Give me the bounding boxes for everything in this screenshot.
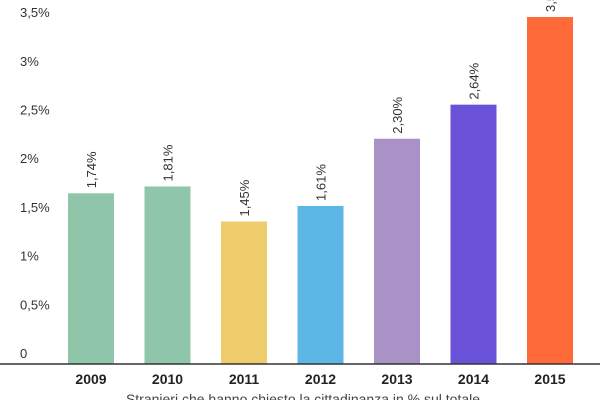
data-label-2015: 3,55% — [543, 0, 558, 12]
x-tick-label-2010: 2010 — [152, 371, 183, 387]
y-tick-label: 3,5% — [20, 5, 50, 20]
y-tick-label: 1,5% — [20, 200, 50, 215]
x-tick-label-2013: 2013 — [381, 371, 412, 387]
data-label-2013: 2,30% — [390, 96, 405, 133]
x-tick-label-2015: 2015 — [534, 371, 565, 387]
x-tick-label-2009: 2009 — [75, 371, 106, 387]
y-axis-ticks: 0 0,5% 1% 1,5% 2% 2,5% 3% 3,5% — [20, 5, 50, 361]
x-axis-ticks: 2009 2010 2011 2012 2013 2014 2015 — [75, 371, 565, 387]
data-label-2012: 1,61% — [314, 164, 329, 201]
data-label-2010: 1,81% — [161, 144, 176, 181]
y-tick-label: 0 — [20, 346, 27, 361]
bar-2014 — [450, 104, 497, 364]
y-tick-label: 3% — [20, 54, 39, 69]
y-tick-label: 0,5% — [20, 297, 50, 312]
x-tick-label-2012: 2012 — [305, 371, 336, 387]
bar-2009 — [68, 193, 114, 364]
y-tick-label: 1% — [20, 249, 39, 264]
y-tick-label: 2% — [20, 151, 39, 166]
data-labels-group: 1,74% 1,81% 1,45% 1,61% 2,30% 2,64% 3,55% — [84, 0, 558, 217]
bar-2010 — [144, 186, 191, 364]
data-label-2014: 2,64% — [467, 62, 482, 99]
bar-2012 — [297, 205, 344, 364]
bar-2015 — [527, 16, 573, 364]
x-tick-label-2011: 2011 — [229, 371, 260, 387]
x-tick-label-2014: 2014 — [458, 371, 489, 387]
bar-2013 — [374, 138, 420, 364]
x-axis-label: Stranieri che hanno chiesto la cittadina… — [126, 391, 480, 400]
y-tick-label: 2,5% — [20, 103, 50, 118]
bar-2011 — [221, 221, 267, 364]
data-label-2011: 1,45% — [237, 179, 252, 216]
bars-group — [68, 16, 573, 364]
data-label-2009: 1,74% — [84, 151, 99, 188]
